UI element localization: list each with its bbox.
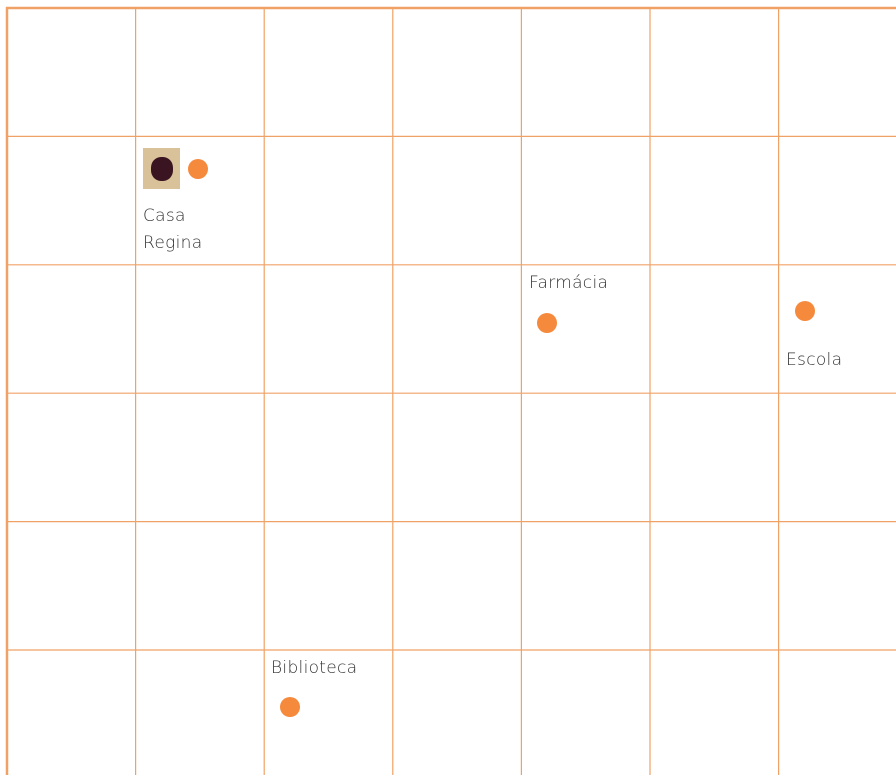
place-marker[interactable] xyxy=(795,301,815,321)
place-label: Farmácia xyxy=(529,270,608,297)
player-avatar xyxy=(143,148,180,189)
grid xyxy=(0,0,896,775)
place-marker[interactable] xyxy=(280,697,300,717)
map-board: Casa Regina Farmácia Escola Biblioteca xyxy=(0,0,896,775)
place-label: Escola xyxy=(786,347,842,374)
place-marker[interactable] xyxy=(537,313,557,333)
place-label: Casa Regina xyxy=(143,203,223,257)
place-label: Biblioteca xyxy=(271,655,357,682)
place-marker[interactable] xyxy=(188,159,208,179)
